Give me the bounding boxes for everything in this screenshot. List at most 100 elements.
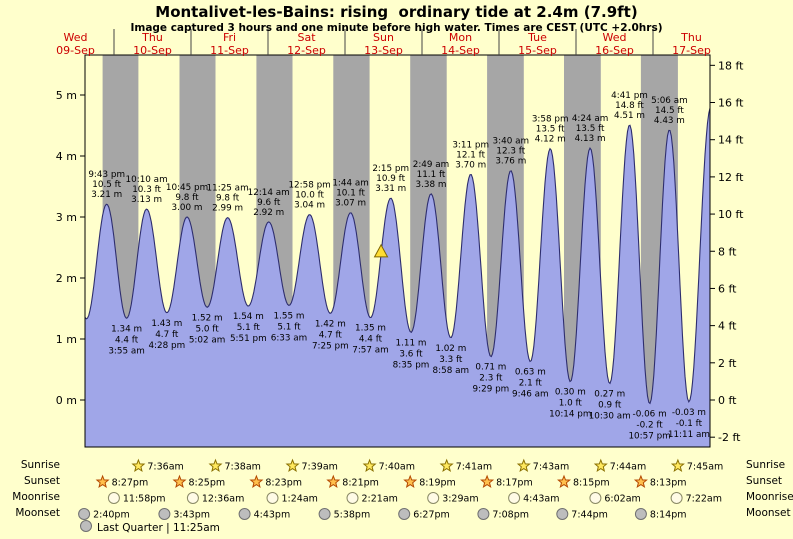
low-tide-label: 4.4 ft bbox=[359, 335, 383, 345]
moonset-circle-icon bbox=[318, 508, 331, 520]
low-tide-label: 5:02 am bbox=[189, 335, 226, 345]
moonset-circle-icon bbox=[158, 508, 171, 520]
sunrise-time: 7:43am bbox=[533, 462, 569, 473]
high-tide-label: 12.1 ft bbox=[456, 150, 485, 160]
high-tide-label: 10.0 ft bbox=[295, 191, 324, 201]
moon-phase-note: Last Quarter | 11:25am bbox=[80, 520, 220, 534]
day-of-week-label: Fri bbox=[223, 31, 236, 44]
sunrise-time: 7:38am bbox=[225, 462, 261, 473]
y-right-tick-label: -2 ft bbox=[718, 431, 741, 444]
y-right-tick-label: 8 ft bbox=[718, 245, 737, 258]
high-tide-label: 3:11 pm bbox=[452, 140, 489, 150]
day-of-week-label: Mon bbox=[449, 31, 472, 44]
high-tide-label: 3.31 m bbox=[375, 184, 406, 194]
day-date-label: 11-Sep bbox=[210, 44, 249, 57]
low-tide-label: 0.9 ft bbox=[598, 401, 622, 411]
tide-line bbox=[84, 107, 711, 405]
high-tide-label: 4.51 m bbox=[614, 111, 645, 121]
moonrise-circle-icon bbox=[670, 492, 683, 504]
sunrise-star-icon bbox=[362, 458, 377, 473]
low-tide-label: 9:46 am bbox=[512, 390, 549, 400]
sunset-time: 8:27pm bbox=[112, 478, 149, 489]
low-tide-label: 0.71 m bbox=[475, 363, 506, 373]
sunrise-star-icon bbox=[208, 458, 223, 473]
moonrise-time: 6:02am bbox=[604, 494, 640, 505]
high-tide-label: 3.07 m bbox=[335, 199, 366, 209]
moonrise-circle-icon bbox=[589, 492, 602, 504]
low-tide-label: 10:30 am bbox=[589, 412, 631, 422]
high-tide-label: 3.13 m bbox=[131, 195, 162, 205]
moonset-time: 5:38pm bbox=[334, 510, 371, 521]
low-tide-label: 1.54 m bbox=[233, 312, 264, 322]
low-tide-label: -0.2 ft bbox=[636, 421, 663, 431]
high-tide-label: 10:10 am bbox=[126, 175, 168, 185]
sunset-star-icon bbox=[557, 474, 572, 489]
high-tide-label: 10.3 ft bbox=[132, 185, 161, 195]
moon-phase-text: Last Quarter | 11:25am bbox=[97, 522, 220, 534]
y-right-tick-label: 18 ft bbox=[718, 59, 744, 72]
high-tide-label: 10.9 ft bbox=[376, 174, 405, 184]
low-tide-label: 1.42 m bbox=[315, 319, 346, 329]
high-tide-label: 12:14 am bbox=[248, 188, 290, 198]
low-tide-label: 0.30 m bbox=[555, 388, 586, 398]
low-tide-label: -0.03 m bbox=[672, 408, 706, 418]
sunrise-star-icon bbox=[593, 458, 608, 473]
low-tide-label: 2.3 ft bbox=[479, 374, 503, 384]
high-tide-label: 3.00 m bbox=[172, 203, 203, 213]
high-tide-label: 5:06 am bbox=[651, 96, 688, 106]
low-tide-label: 1.11 m bbox=[396, 338, 427, 348]
high-tide-label: 9.6 ft bbox=[257, 198, 281, 208]
low-tide-label: 1.0 ft bbox=[559, 399, 583, 409]
high-tide-label: 12.3 ft bbox=[496, 147, 525, 157]
low-tide-label: 5:51 pm bbox=[230, 334, 267, 344]
high-tide-label: 3.21 m bbox=[91, 190, 122, 200]
y-right-tick-label: 16 ft bbox=[718, 97, 744, 110]
moonrise-time: 11:58pm bbox=[123, 494, 166, 505]
low-tide-label: 1.02 m bbox=[435, 344, 466, 354]
sunset-star-icon bbox=[403, 474, 418, 489]
day-date-label: 09-Sep bbox=[56, 44, 95, 57]
moonset-circle-icon bbox=[477, 508, 490, 520]
page-subtitle: Image captured 3 hours and one minute be… bbox=[130, 22, 663, 34]
high-tide-label: 11.1 ft bbox=[417, 170, 446, 180]
day-labels: Wed09-SepThu10-SepFri11-SepSat12-SepSun1… bbox=[56, 29, 711, 57]
high-tide-label: 4.13 m bbox=[575, 134, 606, 144]
day-of-week-label: Wed bbox=[603, 31, 627, 44]
sunrise-time: 7:36am bbox=[147, 462, 183, 473]
moonrise-row-label-right: Moonrise bbox=[746, 491, 793, 503]
sunset-time: 8:23pm bbox=[265, 478, 302, 489]
low-tide-label: 1.43 m bbox=[151, 319, 182, 329]
low-tide-label: -0.06 m bbox=[633, 410, 667, 420]
last-quarter-moon-icon bbox=[80, 520, 92, 532]
moonrise-circle-icon bbox=[107, 492, 120, 504]
low-tide-label: 11:11 am bbox=[668, 430, 710, 440]
low-tide-label: 1.34 m bbox=[111, 324, 142, 334]
high-tide-label: 2:15 pm bbox=[372, 164, 409, 174]
current-time-marker bbox=[373, 243, 389, 258]
low-tide-label: 8:35 pm bbox=[393, 360, 430, 370]
high-tide-label: 3:40 am bbox=[493, 137, 530, 147]
day-date-label: 17-Sep bbox=[672, 44, 711, 57]
low-tide-label: 4:28 pm bbox=[148, 341, 185, 351]
high-tide-label: 14.5 ft bbox=[655, 106, 684, 116]
high-tide-label: 2.92 m bbox=[253, 208, 284, 218]
moonset-circle-icon bbox=[634, 508, 647, 520]
sunset-time: 8:15pm bbox=[573, 478, 610, 489]
moonset-time: 4:43pm bbox=[254, 510, 291, 521]
low-tide-label: 8:58 am bbox=[433, 366, 470, 376]
moonrise-circle-icon bbox=[266, 492, 279, 504]
sunrise-star-icon bbox=[439, 458, 454, 473]
day-date-label: 14-Sep bbox=[441, 44, 480, 57]
day-of-week-label: Sat bbox=[297, 31, 316, 44]
low-tide-label: 4.7 ft bbox=[155, 330, 179, 340]
high-tide-label: 2:49 am bbox=[413, 160, 450, 170]
moonset-circle-icon bbox=[78, 508, 91, 520]
sunrise-time: 7:41am bbox=[456, 462, 492, 473]
high-tide-label: 10.5 ft bbox=[92, 180, 121, 190]
page-title: Montalivet-les-Bains: rising ordinary ti… bbox=[155, 3, 638, 21]
high-tide-label: 13.5 ft bbox=[536, 125, 565, 135]
moonset-time: 3:43pm bbox=[173, 510, 210, 521]
